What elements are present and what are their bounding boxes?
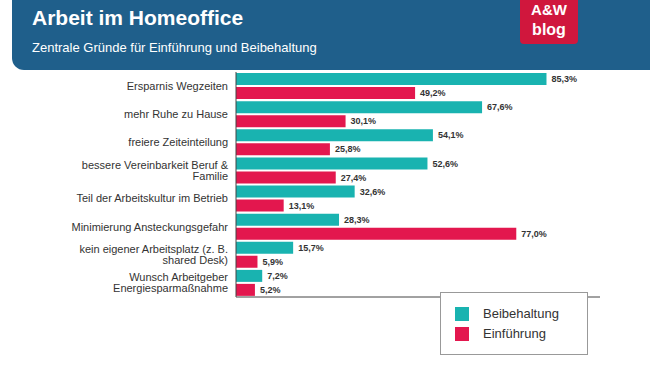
svg-text:54,1%: 54,1% <box>438 130 464 140</box>
svg-text:bessere Vereinbarkeit Beruf &F: bessere Vereinbarkeit Beruf &Familie <box>82 159 229 182</box>
html-text:Beibehaltung: Beibehaltung <box>483 306 559 321</box>
svg-text:25,8%: 25,8% <box>335 144 361 154</box>
svg-text:freiere Zeiteinteilung: freiere Zeiteinteilung <box>128 136 228 148</box>
svg-text:kein eigener Arbeitsplatz (z.: kein eigener Arbeitsplatz (z. B.shared D… <box>79 243 228 266</box>
svg-text:85,3%: 85,3% <box>551 74 577 84</box>
svg-text:Wunsch ArbeitgeberEnergiesparm: Wunsch ArbeitgeberEnergiesparmaßnahme <box>113 271 228 294</box>
svg-text:mehr Ruhe zu Hause: mehr Ruhe zu Hause <box>124 108 228 120</box>
svg-text:Teil der Arbeitskultur im Betr: Teil der Arbeitskultur im Betrieb <box>76 192 228 204</box>
html-text:A&W: A&W <box>531 1 567 18</box>
svg-text:Ersparnis Wegzeiten: Ersparnis Wegzeiten <box>127 80 228 92</box>
svg-text:5,2%: 5,2% <box>260 285 281 295</box>
svg-text:67,6%: 67,6% <box>487 102 513 112</box>
html-text:blog: blog <box>532 21 566 38</box>
svg-text:27,4%: 27,4% <box>341 173 367 183</box>
svg-text:28,3%: 28,3% <box>344 215 370 225</box>
svg-text:13,1%: 13,1% <box>289 201 315 211</box>
html-text:Zentrale Gründe für Einführung: Zentrale Gründe für Einführung und Beibe… <box>32 40 317 55</box>
svg-text:52,6%: 52,6% <box>432 159 458 169</box>
svg-text:77,0%: 77,0% <box>521 229 547 239</box>
html-text:Arbeit im Homeoffice: Arbeit im Homeoffice <box>32 6 244 29</box>
svg-text:Minimierung Ansteckungsgefahr: Minimierung Ansteckungsgefahr <box>71 221 228 233</box>
svg-text:15,7%: 15,7% <box>298 243 324 253</box>
svg-text:7,2%: 7,2% <box>267 271 288 281</box>
svg-text:30,1%: 30,1% <box>351 116 377 126</box>
svg-text:32,6%: 32,6% <box>360 187 386 197</box>
svg-text:5,9%: 5,9% <box>262 257 283 267</box>
svg-text:49,2%: 49,2% <box>420 88 446 98</box>
html-text:Einführung: Einführung <box>483 326 546 341</box>
